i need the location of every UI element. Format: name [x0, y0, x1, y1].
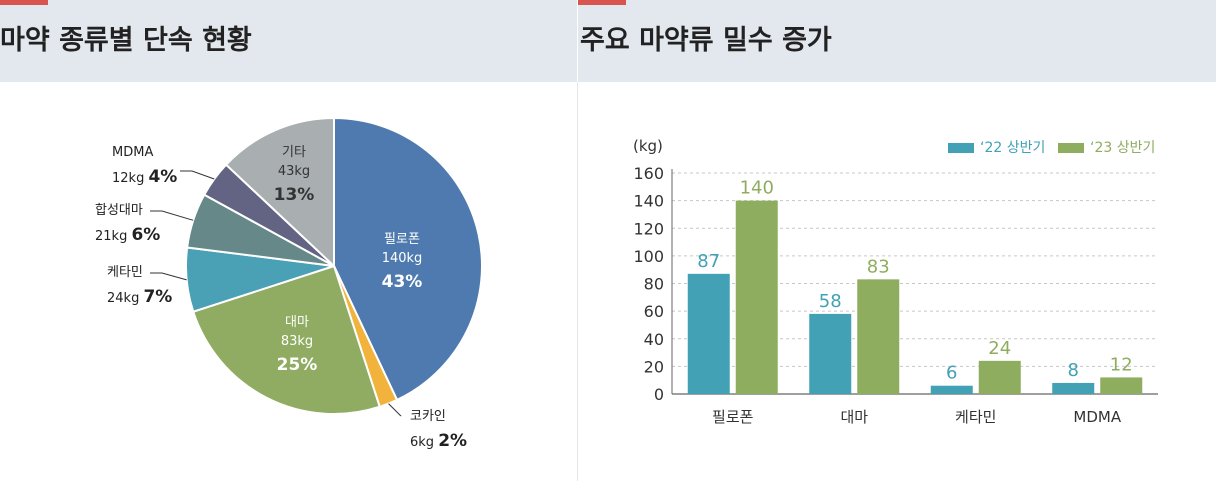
pie-chart-panel: 마약 종류별 단속 현황 필로폰 140kg 43% 대마 83kg 25% 기타 43kg 1… — [0, 0, 577, 481]
slice-percent: 7% — [143, 287, 172, 307]
bar-1-3 — [1100, 377, 1143, 394]
slice-name: 기타 — [282, 145, 306, 160]
bar-data-label: 58 — [819, 291, 842, 312]
y-tick-label: 0 — [654, 385, 664, 404]
pie-slice-2 — [191, 264, 381, 415]
legend-label-0: ‘22 상반기 — [980, 140, 1045, 156]
slice-percent: 6% — [131, 225, 160, 245]
y-tick-label: 140 — [633, 192, 664, 211]
slice-weight: 24kg — [107, 291, 143, 306]
y-axis-label: (kg) — [633, 137, 663, 155]
bar-0-1 — [809, 313, 852, 394]
slice-weight: 12kg — [112, 171, 148, 186]
pie-label-0: 필로폰 140kg 43% — [382, 232, 423, 292]
legend-label-1: ‘23 상반기 — [1090, 140, 1155, 156]
bar-1-2 — [978, 360, 1021, 394]
bar-0-2 — [930, 385, 973, 394]
pie-label-3: 케타민 24kg 7% — [107, 265, 172, 307]
slice-percent: 4% — [148, 167, 177, 187]
leader-line-4 — [150, 210, 194, 221]
slice-name: 합성대마 — [95, 203, 143, 218]
leader-line-3 — [150, 272, 187, 281]
slice-percent: 43% — [382, 272, 423, 292]
bar-0-0 — [687, 273, 730, 394]
leader-line-5 — [180, 170, 215, 180]
pie-panel-header: 마약 종류별 단속 현황 — [0, 0, 577, 82]
slice-name: MDMA — [112, 145, 153, 160]
slice-weight: 83kg — [281, 334, 313, 349]
slice-name: 코카인 — [410, 409, 446, 424]
leader-line-1 — [388, 403, 402, 417]
pie-chart-title: 마약 종류별 단속 현황 — [0, 25, 252, 56]
slice-percent: 13% — [274, 185, 315, 205]
slice-name: 필로폰 — [384, 232, 420, 247]
bar-chart-panel: 주요 마약류 밀수 증가 (kg) 0 20 40 60 80 100 120 140 160 87… — [578, 0, 1216, 481]
legend-swatch-0 — [948, 143, 974, 153]
bar-0-3 — [1052, 382, 1095, 394]
header-accent-bar — [0, 0, 48, 5]
x-tick-label: 필로폰 — [712, 408, 753, 426]
pie-slice-6 — [224, 116, 335, 269]
bar-chart: (kg) 0 20 40 60 80 100 120 140 160 87 140 필로폰 58 83 대마 6… — [633, 137, 1158, 426]
bar-data-label: 6 — [946, 363, 957, 384]
y-tick-label: 20 — [644, 357, 664, 376]
slice-value-line: 6kg 2% — [410, 431, 467, 451]
y-tick-label: 80 — [644, 275, 664, 294]
bar-panel-header: 주요 마약류 밀수 증가 — [578, 0, 1216, 82]
bar-data-label: 24 — [988, 338, 1011, 359]
y-tick-label: 60 — [644, 302, 664, 321]
slice-name: 대마 — [285, 315, 309, 330]
slice-weight: 43kg — [278, 164, 310, 179]
bar-data-label: 87 — [697, 251, 720, 272]
pie-label-4: 합성대마 21kg 6% — [95, 203, 160, 245]
x-tick-label: 케타민 — [955, 408, 996, 426]
slice-percent: 25% — [277, 355, 318, 375]
bar-data-label: 140 — [740, 178, 774, 199]
pie-chart: 필로폰 140kg 43% 대마 83kg 25% 기타 43kg 13% 코카인 6kg 2% 케타… — [95, 116, 483, 451]
slice-value-line: 21kg 6% — [95, 225, 160, 245]
pie-slice-0 — [333, 116, 483, 402]
bar-chart-title: 주요 마약류 밀수 증가 — [580, 25, 832, 56]
pie-label-2: 대마 83kg 25% — [277, 315, 318, 375]
y-tick-label: 100 — [633, 247, 664, 266]
bar-data-label: 8 — [1068, 360, 1079, 381]
header-accent-bar — [578, 0, 626, 5]
slice-name: 케타민 — [107, 265, 143, 280]
x-tick-label: 대마 — [840, 408, 868, 426]
slice-weight: 6kg — [410, 435, 438, 450]
pie-label-1: 코카인 6kg 2% — [410, 409, 467, 451]
legend-swatch-1 — [1058, 143, 1084, 153]
y-tick-label: 160 — [633, 164, 664, 183]
slice-percent: 2% — [438, 431, 467, 451]
y-tick-label: 120 — [633, 219, 664, 238]
panel-divider — [577, 82, 578, 481]
bar-data-label: 83 — [867, 256, 890, 277]
y-tick-label: 40 — [644, 330, 664, 349]
bar-1-1 — [857, 279, 900, 394]
bar-data-label: 12 — [1110, 354, 1133, 375]
slice-value-line: 24kg 7% — [107, 287, 172, 307]
pie-label-6: 기타 43kg 13% — [274, 145, 315, 205]
legend: ‘22 상반기 ‘23 상반기 — [948, 140, 1155, 156]
slice-value-line: 12kg 4% — [112, 167, 177, 187]
slice-weight: 140kg — [382, 251, 423, 266]
bar-1-0 — [735, 200, 778, 394]
pie-label-5: MDMA 12kg 4% — [112, 145, 177, 187]
slice-weight: 21kg — [95, 229, 131, 244]
x-tick-label: MDMA — [1073, 408, 1121, 426]
